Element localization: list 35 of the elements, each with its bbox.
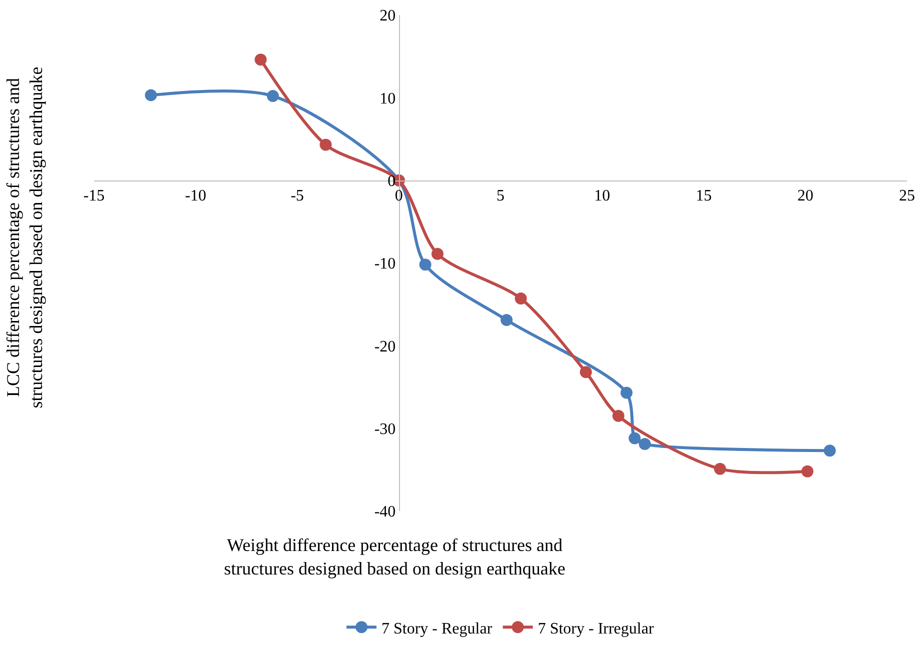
x-tick-label: 15 [696,188,712,205]
y-tick-label: -40 [374,504,396,521]
point [612,410,624,422]
point [431,248,444,260]
y-tick-label: 10 [380,90,396,108]
x-tick-label: -5 [290,188,304,205]
x-tick-label: -15 [83,188,105,205]
y-tick-label: -20 [374,338,396,356]
x-tick-label: 25 [899,188,915,205]
point [514,292,527,305]
point [620,386,633,399]
point [500,314,513,326]
point [254,54,267,66]
point [801,465,814,478]
x-tick-label: 20 [797,188,814,205]
x-tick-label: -10 [184,188,206,205]
legend-label: 7 Story - Regular [382,620,493,638]
point [266,90,279,102]
y-tick-label: 20 [380,8,396,25]
y-tick-label: 0 [388,172,396,190]
point [144,89,157,102]
y-tick-label: -30 [374,420,396,438]
y-axis-title: LCC difference percentage of structures and structures designed based on design earthquake [2,66,46,408]
point [628,432,641,444]
x-axis-title: Weight difference percentage of structures and structures designed based on design earthquake [224,535,566,578]
point [638,438,651,450]
legend-label: 7 Story - Irregular [538,620,654,638]
x-tick-label: 10 [594,188,610,205]
y-tick-label: -10 [374,256,396,273]
point [580,366,592,378]
point [824,444,836,457]
point [320,138,332,151]
point [714,462,726,475]
x-tick-label: 5 [496,188,504,205]
point [419,258,432,271]
